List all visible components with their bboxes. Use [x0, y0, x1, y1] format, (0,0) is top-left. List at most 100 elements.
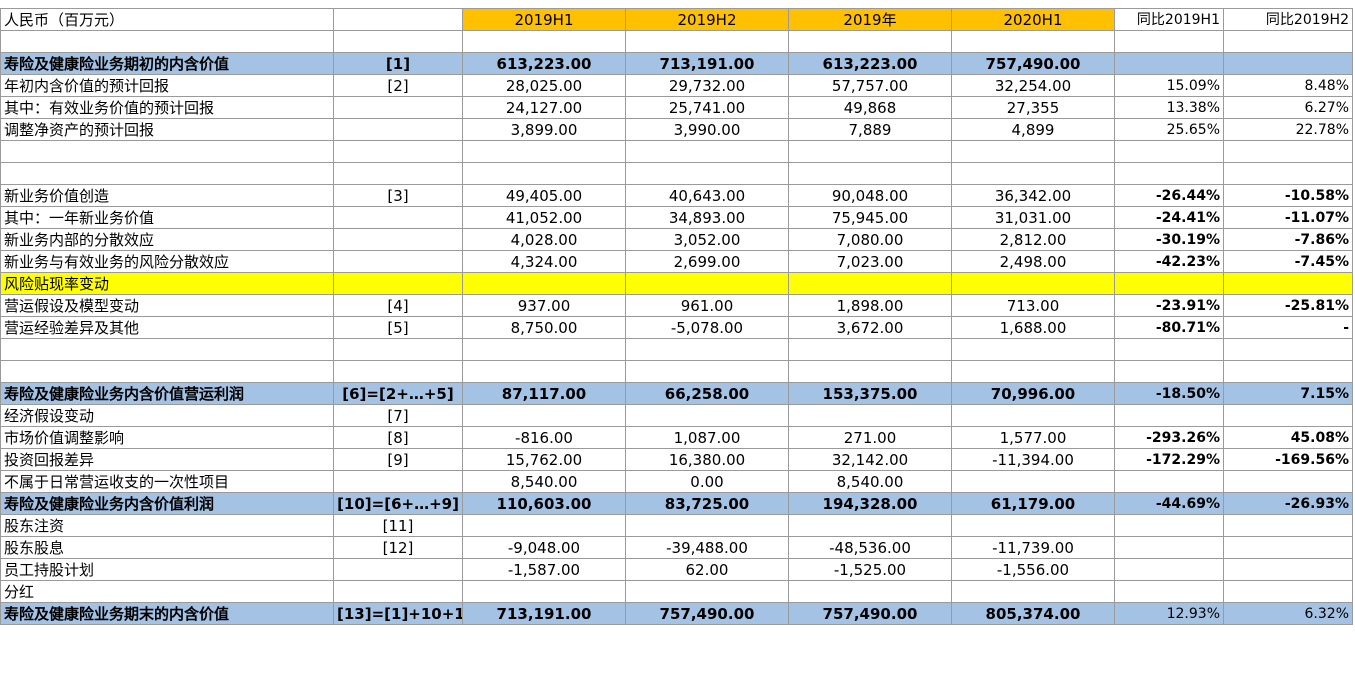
cell	[788, 514, 952, 537]
cell: 110,603.00	[462, 492, 626, 515]
row	[0, 338, 1353, 361]
row: 人民币（百万元） 2019H1 2019H2 2019年 2020H1 同比2019H1 同…	[0, 8, 1353, 31]
cell: 613,223.00	[462, 52, 626, 75]
cell: 32,142.00	[788, 448, 952, 471]
cell	[788, 30, 952, 53]
cell: [4]	[333, 294, 463, 317]
cell: -11,739.00	[951, 536, 1115, 559]
cell	[951, 30, 1115, 53]
row: 新业务内部的分散效应 4,028.00 3,052.00 7,080.00 2,812.…	[0, 228, 1353, 251]
cell	[462, 30, 626, 53]
cell: 41,052.00	[462, 206, 626, 229]
cell	[1223, 140, 1353, 163]
cell	[1223, 536, 1353, 559]
cell: -	[1223, 316, 1353, 339]
cell: 2,812.00	[951, 228, 1115, 251]
cell	[951, 272, 1115, 295]
cell: 2,498.00	[951, 250, 1115, 273]
cell: 0.00	[625, 470, 789, 493]
cell: 股东注资	[0, 514, 334, 537]
row: 其中：有效业务价值的预计回报 24,127.00 25,741.00 49,868 27…	[0, 96, 1353, 119]
cell: 49,868	[788, 96, 952, 119]
cell	[0, 338, 334, 361]
cell: 8,540.00	[788, 470, 952, 493]
cell: 经济假设变动	[0, 404, 334, 427]
cell	[951, 162, 1115, 185]
cell: 13.38%	[1114, 96, 1224, 119]
cell	[0, 162, 334, 185]
cell	[333, 228, 463, 251]
cell	[1223, 558, 1353, 581]
cell: 271.00	[788, 426, 952, 449]
cell: [9]	[333, 448, 463, 471]
cell	[1114, 162, 1224, 185]
cell: 寿险及健康险业务内含价值营运利润	[0, 382, 334, 405]
cell: -24.41%	[1114, 206, 1224, 229]
row	[0, 360, 1353, 383]
cell: -172.29%	[1114, 448, 1224, 471]
cell	[625, 272, 789, 295]
row: 寿险及健康险业务内含价值利润 [10]=[6+…+9] 110,603.00 83,7…	[0, 492, 1353, 515]
row: 新业务与有效业务的风险分散效应 4,324.00 2,699.00 7,023.00 2…	[0, 250, 1353, 273]
cell	[333, 162, 463, 185]
row: 年初内含价值的预计回报 [2] 28,025.00 29,732.00 57,757.0…	[0, 74, 1353, 97]
cell: -80.71%	[1114, 316, 1224, 339]
cell	[1223, 52, 1353, 75]
cell	[951, 514, 1115, 537]
cell	[788, 338, 952, 361]
cell: 70,996.00	[951, 382, 1115, 405]
cell: 6.27%	[1223, 96, 1353, 119]
cell	[1223, 30, 1353, 53]
row	[0, 140, 1353, 163]
cell	[333, 96, 463, 119]
cell: 7,080.00	[788, 228, 952, 251]
cell	[333, 30, 463, 53]
cell: 人民币（百万元）	[0, 8, 334, 31]
cell: -26.93%	[1223, 492, 1353, 515]
cell: 40,643.00	[625, 184, 789, 207]
cell	[1223, 514, 1353, 537]
cell	[788, 162, 952, 185]
cell: -30.19%	[1114, 228, 1224, 251]
cell: -169.56%	[1223, 448, 1353, 471]
cell	[1223, 404, 1353, 427]
cell: 27,355	[951, 96, 1115, 119]
cell: 75,945.00	[788, 206, 952, 229]
cell	[788, 272, 952, 295]
cell: [8]	[333, 426, 463, 449]
cell	[0, 360, 334, 383]
cell: 分红	[0, 580, 334, 603]
cell: 1,087.00	[625, 426, 789, 449]
cell: -11,394.00	[951, 448, 1115, 471]
cell: [1]	[333, 52, 463, 75]
row: 新业务价值创造 [3] 49,405.00 40,643.00 90,048.00 36,…	[0, 184, 1353, 207]
cell: 62.00	[625, 558, 789, 581]
cell	[1114, 30, 1224, 53]
cell	[951, 338, 1115, 361]
cell	[333, 140, 463, 163]
cell	[462, 514, 626, 537]
cell	[625, 338, 789, 361]
cell: 寿险及健康险业务期初的内含价值	[0, 52, 334, 75]
cell	[788, 360, 952, 383]
cell: 7,023.00	[788, 250, 952, 273]
cell	[625, 580, 789, 603]
cell: 1,577.00	[951, 426, 1115, 449]
cell: 1,898.00	[788, 294, 952, 317]
cell	[333, 580, 463, 603]
cell: 961.00	[625, 294, 789, 317]
cell	[462, 360, 626, 383]
cell: [2]	[333, 74, 463, 97]
cell: -11.07%	[1223, 206, 1353, 229]
cell	[1114, 514, 1224, 537]
cell: 31,031.00	[951, 206, 1115, 229]
cell	[462, 272, 626, 295]
cell: 3,899.00	[462, 118, 626, 141]
cell	[1223, 580, 1353, 603]
cell: 新业务内部的分散效应	[0, 228, 334, 251]
cell: 营运经验差异及其他	[0, 316, 334, 339]
cell	[1114, 272, 1224, 295]
cell: 其中：有效业务价值的预计回报	[0, 96, 334, 119]
cell: 寿险及健康险业务期末的内含价值	[0, 602, 334, 625]
cell: 调整净资产的预计回报	[0, 118, 334, 141]
